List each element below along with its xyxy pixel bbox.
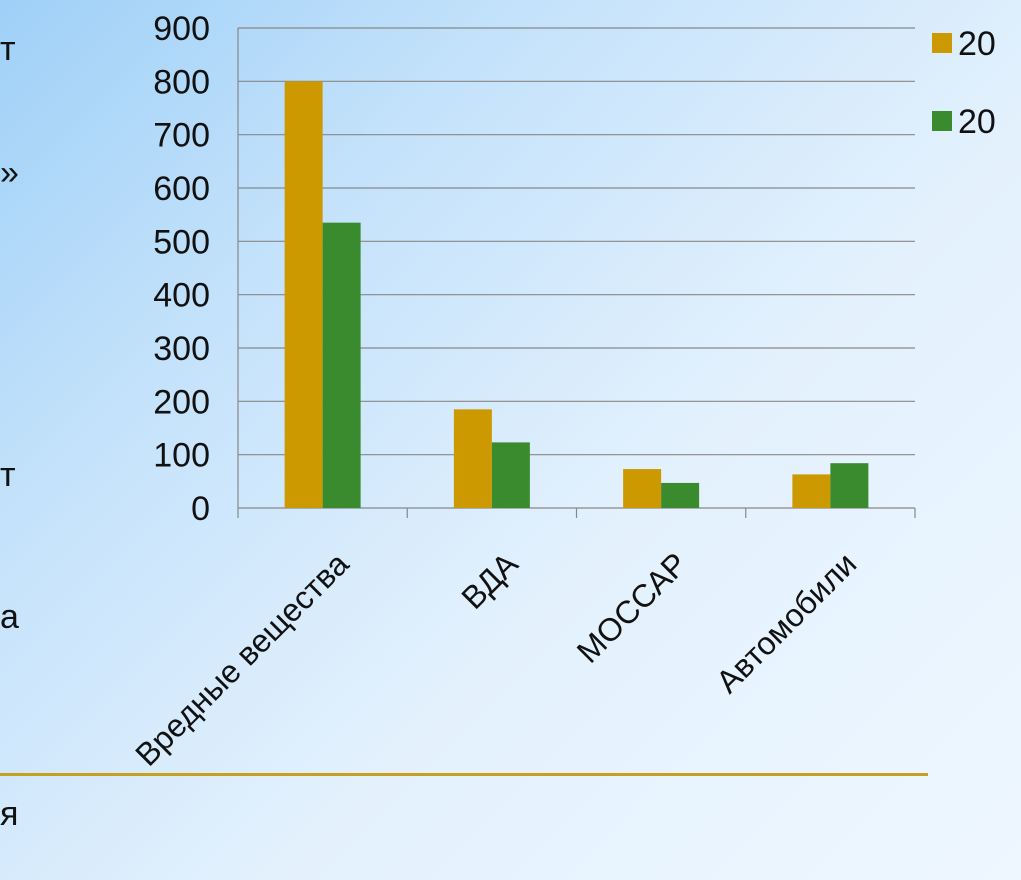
category-label: ВДА bbox=[454, 545, 525, 616]
legend-label: 20 bbox=[958, 25, 996, 63]
bar bbox=[661, 482, 700, 508]
legend-swatch bbox=[932, 33, 952, 53]
y-tick-label: 0 bbox=[191, 490, 210, 528]
y-tick-label: 300 bbox=[153, 330, 210, 368]
background-text-fragment: » bbox=[0, 154, 19, 192]
bar bbox=[284, 81, 323, 508]
legend-swatch bbox=[932, 111, 952, 131]
y-tick-label: 500 bbox=[153, 223, 210, 261]
background-text-fragment: я bbox=[0, 795, 19, 833]
y-tick-label: 100 bbox=[153, 437, 210, 475]
y-tick-label: 800 bbox=[153, 63, 210, 101]
y-tick-label: 400 bbox=[153, 277, 210, 315]
bar bbox=[453, 409, 492, 508]
bar bbox=[792, 474, 831, 508]
background-text-fragment: т bbox=[0, 456, 16, 494]
y-tick-label: 600 bbox=[153, 170, 210, 208]
bar bbox=[623, 469, 662, 508]
background-text-fragment: а bbox=[0, 598, 19, 636]
category-label: Вредные вещества bbox=[128, 545, 356, 773]
category-label: Автомобили bbox=[709, 545, 863, 699]
bar bbox=[830, 463, 869, 508]
y-tick-label: 900 bbox=[153, 10, 210, 48]
category-label: МОССАР bbox=[570, 545, 694, 669]
legend-label: 20 bbox=[958, 103, 996, 141]
y-tick-label: 200 bbox=[153, 383, 210, 421]
background-text-fragment: т bbox=[0, 30, 16, 68]
bar bbox=[322, 222, 361, 508]
bar bbox=[491, 442, 530, 508]
divider-line bbox=[0, 773, 928, 776]
y-tick-label: 700 bbox=[153, 117, 210, 155]
